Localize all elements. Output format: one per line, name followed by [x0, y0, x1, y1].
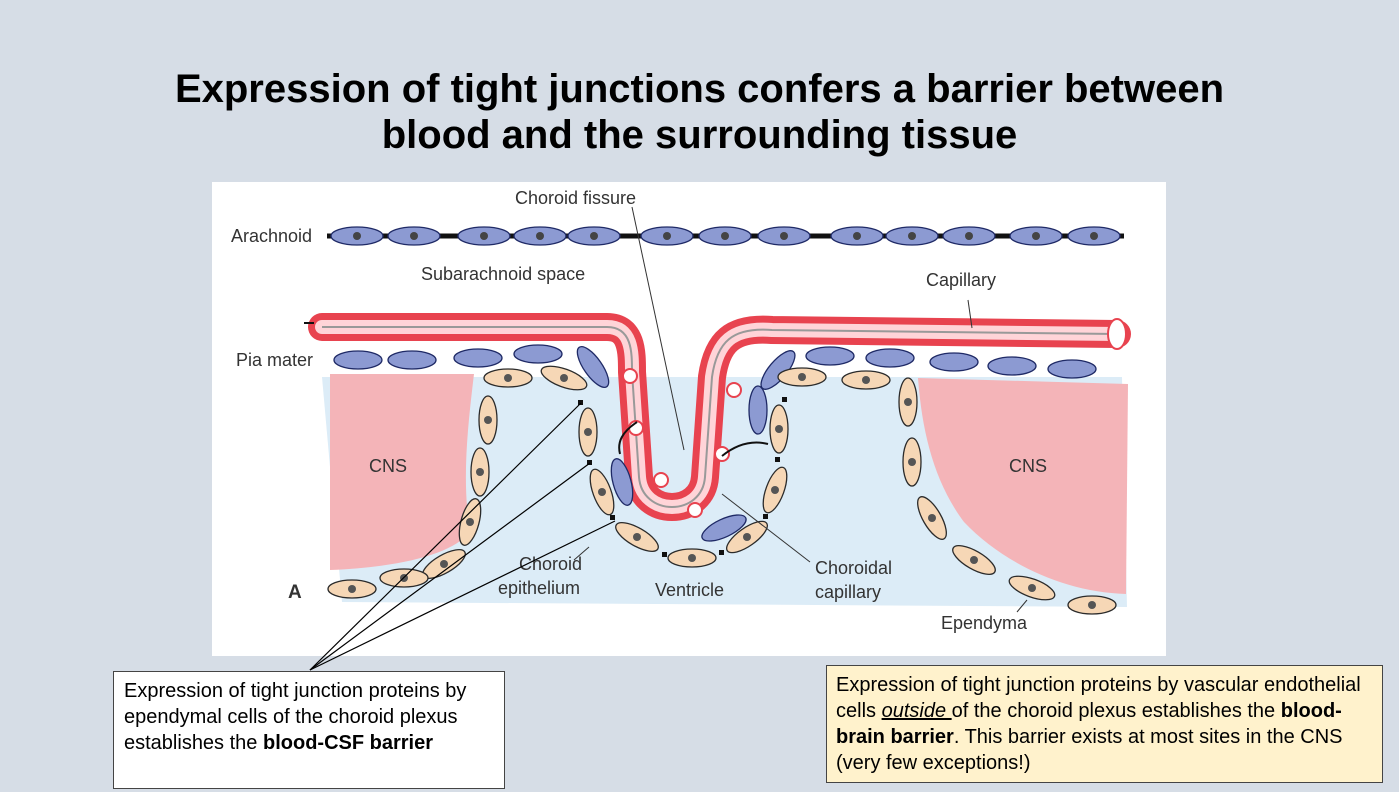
- callout-right-bold: blood-brain barrier: [836, 700, 1342, 748]
- label-ependyma: Ependyma: [941, 613, 1028, 633]
- label-cns-left: CNS: [369, 456, 407, 476]
- tight-junctions: [578, 397, 787, 557]
- label-choroid-epithelium-line2: epithelium: [498, 578, 580, 598]
- callout-blood-csf-barrier: Expression of tight junction proteins by…: [113, 671, 505, 789]
- label-choroid-epithelium-line1: Choroid: [519, 554, 582, 574]
- slide-title-line-2: blood and the surrounding tissue: [381, 113, 1018, 157]
- callout-left-bold: blood-CSF barrier: [262, 732, 433, 754]
- choroid-plexus-diagram: Choroid fissure Arachnoid Subarachnoid s…: [212, 182, 1166, 656]
- label-choroidal-capillary-line2: capillary: [815, 582, 881, 602]
- label-choroidal-capillary-line1: Choroidal: [815, 558, 892, 578]
- label-choroid-fissure: Choroid fissure: [515, 188, 636, 208]
- label-arachnoid: Arachnoid: [231, 226, 312, 246]
- callout-right-text-2: of the choroid plexus establishes the: [951, 700, 1281, 722]
- label-ventricle: Ventricle: [655, 580, 724, 600]
- callout-blood-brain-barrier: Expression of tight junction proteins by…: [826, 665, 1383, 783]
- panel-letter: A: [288, 582, 302, 603]
- callout-right-text-3: . This barrier exists at most sites in t…: [836, 726, 1343, 774]
- slide-title: Expression of tight junctions confers a …: [0, 66, 1399, 158]
- label-pia-mater: Pia mater: [236, 350, 313, 370]
- label-subarachnoid-space: Subarachnoid space: [421, 264, 585, 284]
- label-capillary: Capillary: [926, 270, 996, 290]
- arachnoid-membrane: [327, 226, 1124, 246]
- choroidal-endothelial-cells: [610, 385, 768, 542]
- diagram-svg: Choroid fissure Arachnoid Subarachnoid s…: [231, 188, 1131, 633]
- callout-right-emphasis: outside: [881, 700, 952, 722]
- pia-mater-layer: [333, 344, 1097, 390]
- capillary-vessel: [304, 313, 1131, 521]
- slide-title-line-1: Expression of tight junctions confers a …: [174, 67, 1225, 111]
- callout-left-text: Expression of tight junction proteins by…: [124, 680, 467, 754]
- cns-right-region: [918, 378, 1128, 594]
- label-cns-right: CNS: [1009, 456, 1047, 476]
- transport-arrows: [618, 421, 769, 457]
- callout-right-text-1: Expression of tight junction proteins by…: [836, 674, 1361, 722]
